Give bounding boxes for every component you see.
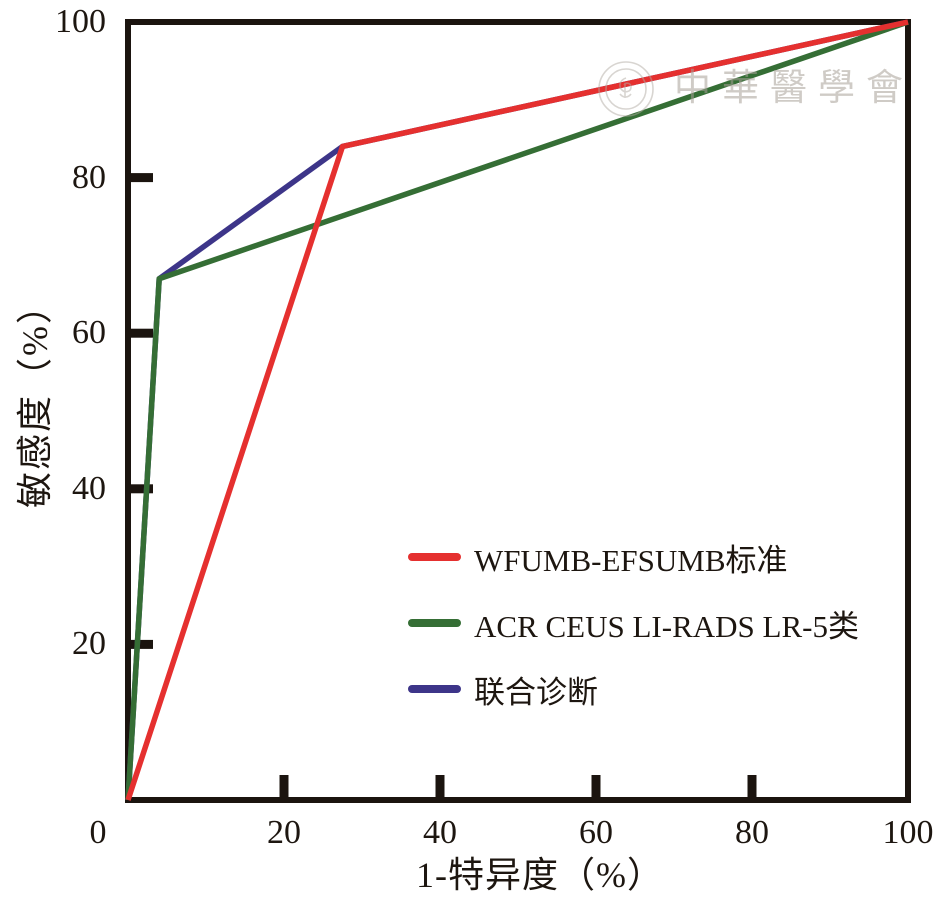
x-tick-label: 80 <box>735 814 769 851</box>
legend-line-swatch-green <box>408 619 461 627</box>
x-axis-tick <box>279 775 289 800</box>
y-axis-tick <box>128 639 153 649</box>
x-tick-label: 40 <box>423 814 457 851</box>
y-tick-label: 20 <box>72 625 106 663</box>
x-tick-label: 60 <box>579 814 613 851</box>
roc-series-line-1 <box>125 19 909 801</box>
x-tick-label: 0 <box>89 814 107 851</box>
x-axis-title: 1-特异度（%） <box>416 855 664 895</box>
y-axis-tick <box>128 328 153 338</box>
y-axis-tick <box>128 173 153 183</box>
plot-frame <box>125 19 911 803</box>
legend-label-acr-ceus-lirads: ACR CEUS LI-RADS LR-5类 <box>474 608 859 644</box>
legend-label-combined-diagnosis: 联合诊断 <box>474 674 598 710</box>
legend-item-combined-diagnosis: 联合诊断 <box>408 670 859 710</box>
legend-label-wfumb-efsumb: WFUMB-EFSUMB标准 <box>474 542 788 578</box>
legend-item-wfumb-efsumb: WFUMB-EFSUMB标准 <box>408 538 859 578</box>
legend-line-swatch-blue <box>408 685 461 693</box>
legend-line-swatch-red <box>408 553 461 561</box>
x-axis-tick <box>591 775 601 800</box>
y-tick-label: 80 <box>72 158 106 196</box>
roc-series-line-0 <box>125 19 909 801</box>
y-tick-label: 100 <box>55 3 106 40</box>
x-tick-label: 100 <box>882 814 934 851</box>
y-tick-label: 40 <box>72 469 106 507</box>
legend-item-acr-ceus-lirads: ACR CEUS LI-RADS LR-5类 <box>408 604 859 644</box>
y-axis-tick <box>128 484 153 494</box>
y-tick-label: 60 <box>72 314 106 352</box>
x-axis-tick <box>747 775 757 800</box>
x-axis-tick <box>435 775 445 800</box>
x-tick-label: 20 <box>267 814 301 851</box>
legend: WFUMB-EFSUMB标准 ACR CEUS LI-RADS LR-5类 联合… <box>408 538 859 736</box>
